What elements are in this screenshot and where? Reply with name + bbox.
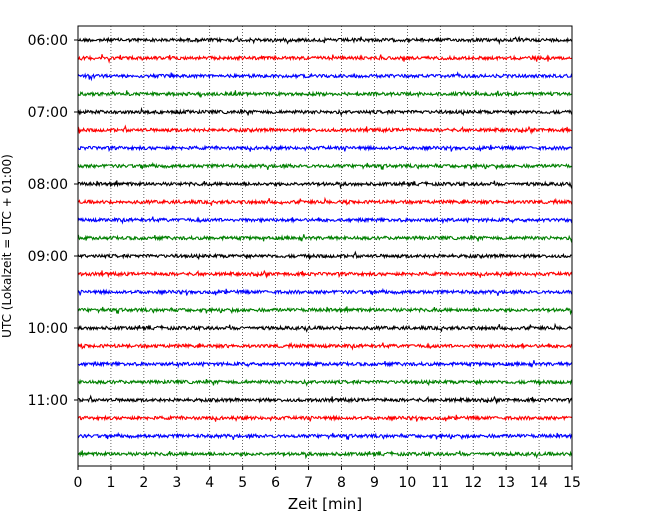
x-tick-label: 2 <box>139 475 148 491</box>
x-tick-label: 13 <box>497 475 515 491</box>
x-tick-label: 3 <box>172 475 181 491</box>
trace-row <box>77 90 573 98</box>
x-tick-label: 7 <box>304 475 313 491</box>
trace-row <box>77 124 573 135</box>
x-tick-label: 8 <box>337 475 346 491</box>
x-tick-label: 6 <box>271 475 280 491</box>
trace-row <box>77 306 573 316</box>
trace-row <box>77 269 573 279</box>
y-tick-label: 10:00 <box>28 321 68 337</box>
trace-row <box>77 378 573 387</box>
x-tick-label: 5 <box>238 475 247 491</box>
x-axis-label: Zeit [min] <box>288 495 362 513</box>
y-tick-label: 07:00 <box>28 105 68 121</box>
trace-row <box>77 54 573 64</box>
x-tick-label: 14 <box>530 475 548 491</box>
trace-row <box>77 71 573 82</box>
trace-row <box>77 322 573 333</box>
trace-row <box>77 250 573 261</box>
seismic-traces <box>77 35 573 460</box>
trace-row <box>77 234 573 243</box>
trace-row <box>77 180 573 190</box>
x-tick-label: 11 <box>431 475 449 491</box>
trace-row <box>77 431 573 441</box>
y-axis-label: UTC (Lokalzeit = UTC + 01:00) <box>0 154 14 338</box>
x-tick-label: 10 <box>398 475 416 491</box>
trace-row <box>77 216 573 225</box>
trace-row <box>77 394 573 405</box>
trace-row <box>77 35 572 46</box>
trace-row <box>77 161 573 171</box>
x-tick-label: 9 <box>370 475 379 491</box>
x-tick-label: 0 <box>74 475 83 491</box>
axis-ticks: 0 1 2 3 4 5 6 7 8 9 10 11 12 13 14 1506:0007:0008:0009:… <box>28 33 581 491</box>
trace-row <box>77 144 573 153</box>
grid-lines <box>110 26 540 466</box>
y-tick-label: 06:00 <box>28 33 68 49</box>
trace-row <box>77 341 573 351</box>
x-tick-label: 15 <box>563 475 581 491</box>
y-tick-label: 11:00 <box>28 393 68 409</box>
trace-row <box>77 196 573 206</box>
y-tick-label: 09:00 <box>28 249 68 265</box>
x-tick-label: 4 <box>205 475 214 491</box>
x-tick-label: 12 <box>464 475 482 491</box>
trace-row <box>77 414 573 423</box>
trace-row <box>77 450 573 460</box>
trace-row <box>77 106 573 117</box>
trace-row <box>77 360 573 369</box>
plot-frame <box>77 25 573 467</box>
x-tick-label: 1 <box>106 475 115 491</box>
y-tick-label: 08:00 <box>28 177 68 193</box>
trace-row <box>77 287 573 296</box>
